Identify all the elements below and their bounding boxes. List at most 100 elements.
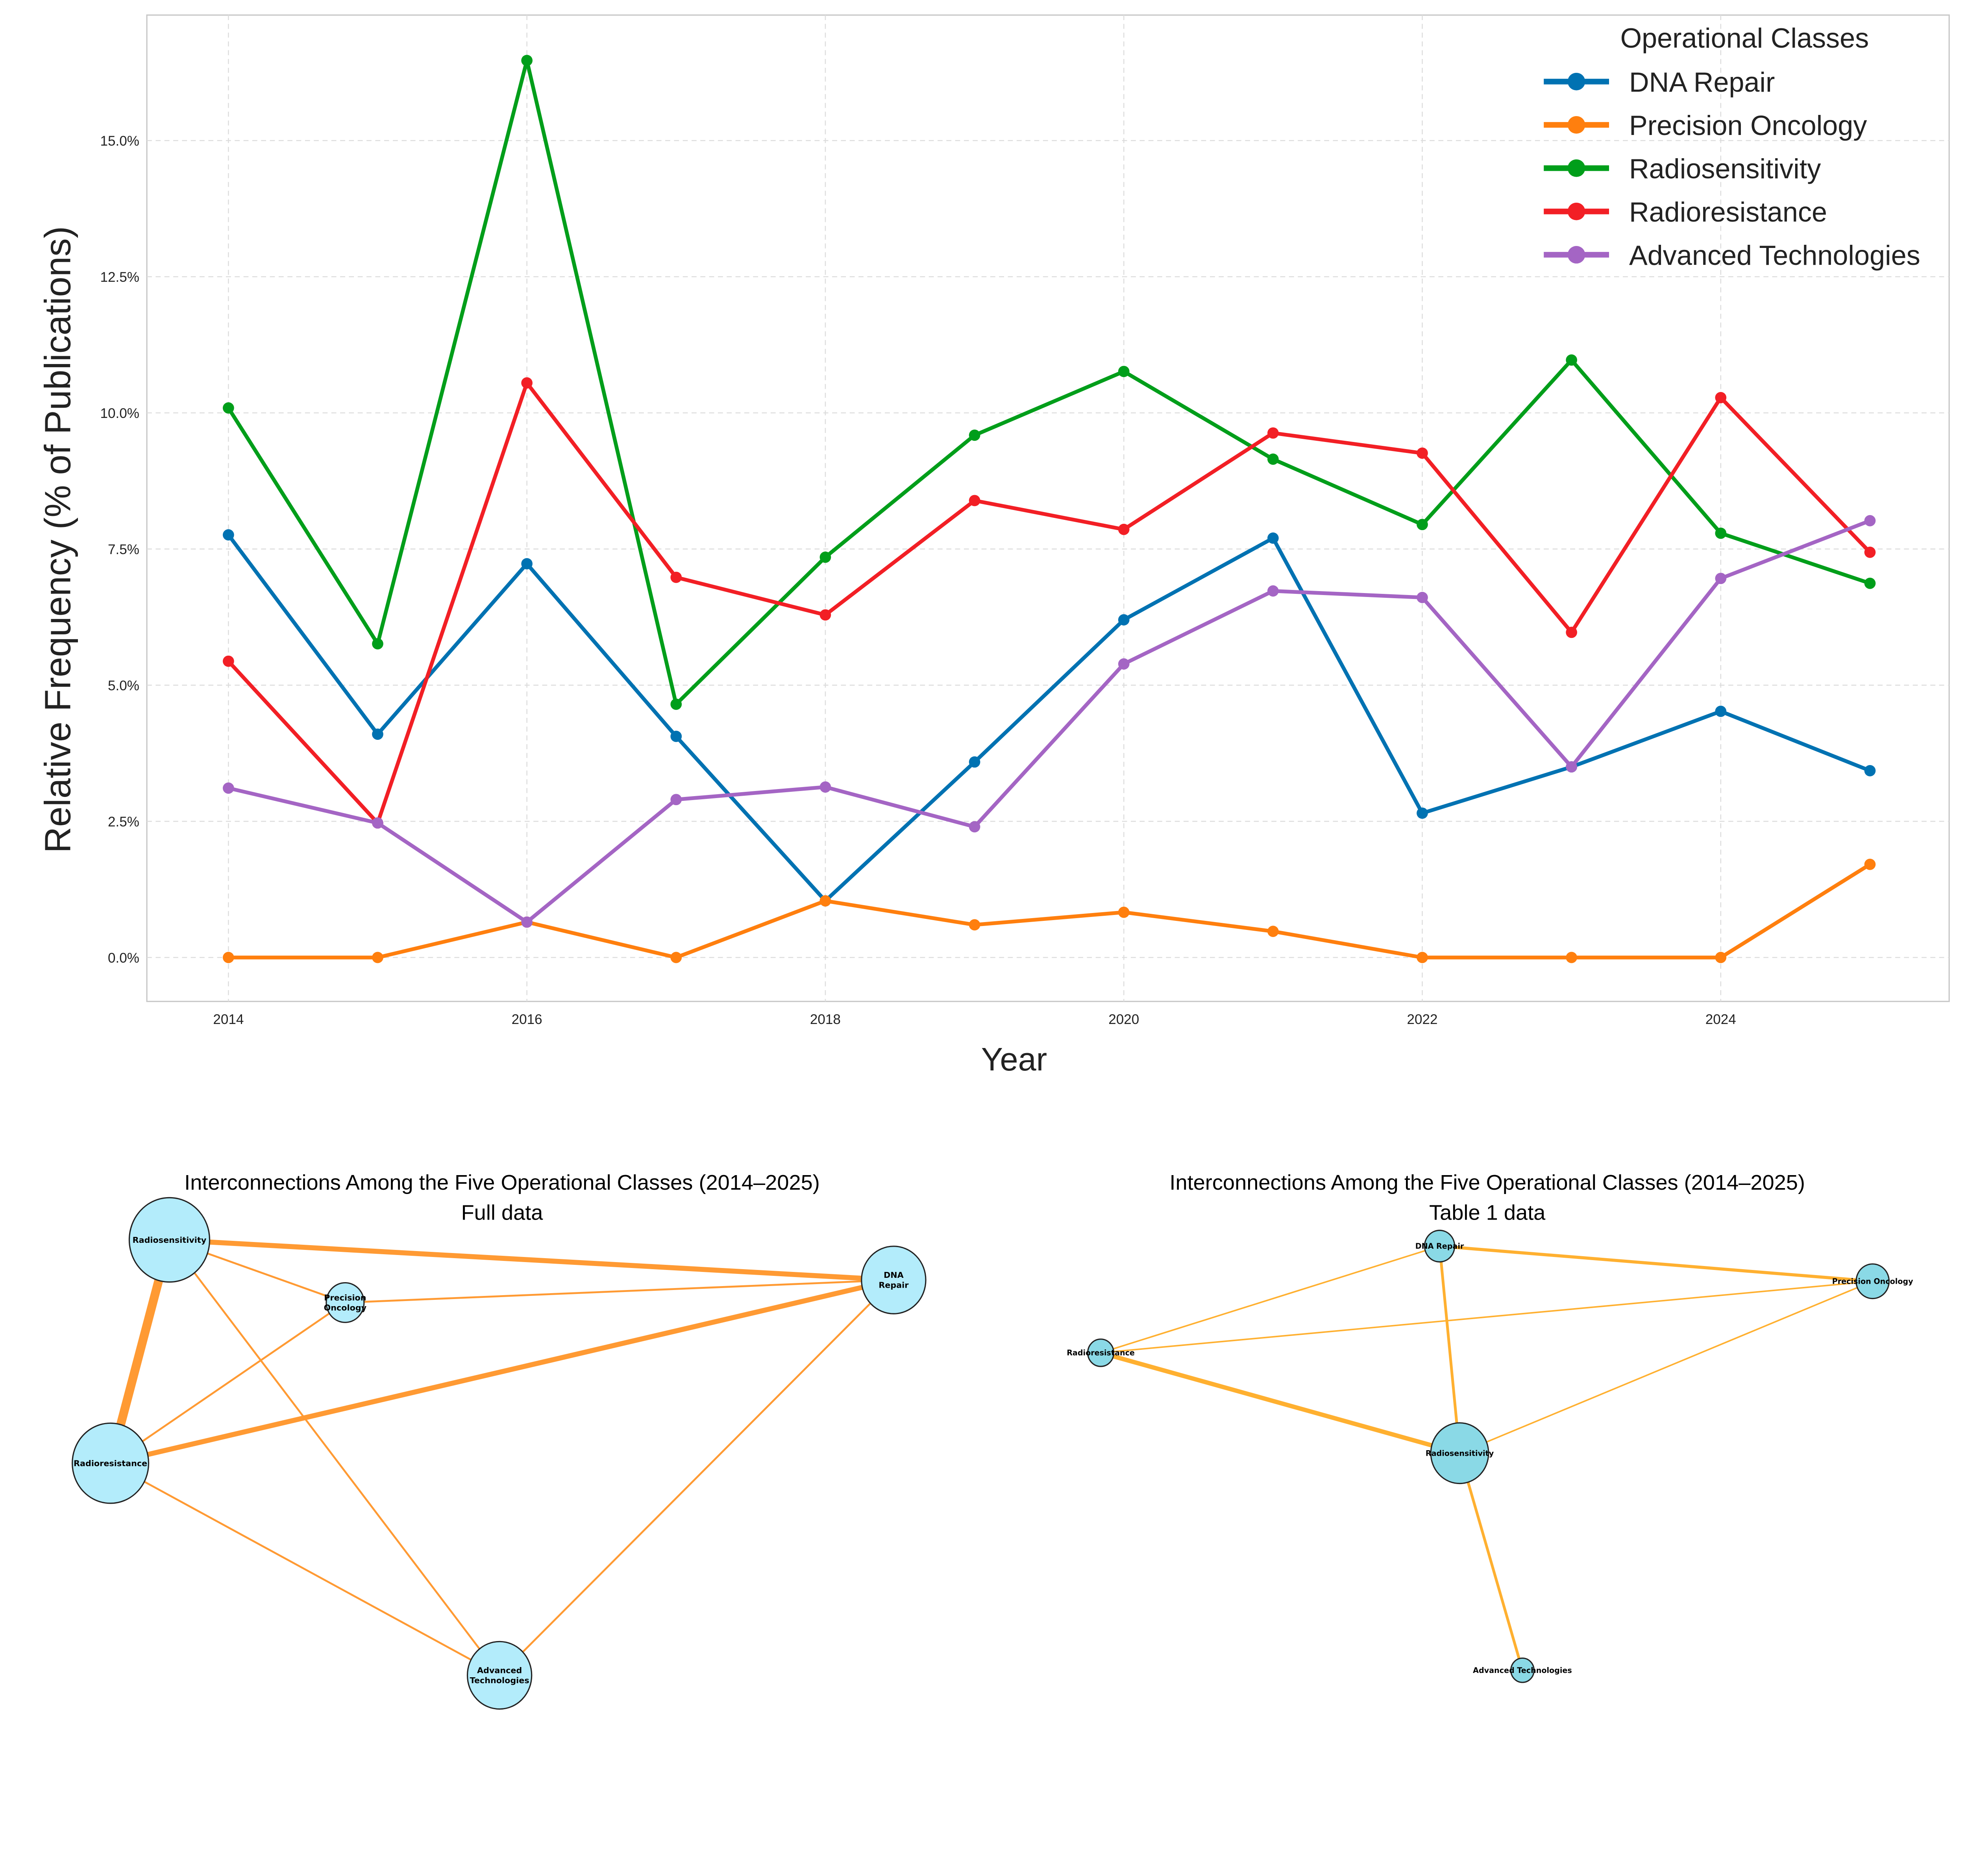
data-point — [1566, 952, 1578, 963]
data-point — [223, 402, 234, 414]
y-axis-label: Relative Frequency (% of Publications) — [37, 226, 78, 853]
line-chart: 0.0% 2.5% 5.0% 7.5% 10.0% 12.5% 15.0% 2014 2016… — [37, 14, 1950, 1078]
x-ticks: 2014 2016 2018 2020 2022 2024 — [213, 1012, 1736, 1027]
x-tick-label: 2024 — [1705, 1012, 1736, 1027]
node-label: Precision — [324, 1293, 366, 1302]
series-line — [228, 863, 1871, 959]
legend-label: Radiosensitivity — [1629, 153, 1821, 184]
data-point — [372, 817, 383, 829]
legend-marker — [1567, 72, 1585, 91]
data-point — [1864, 515, 1876, 527]
series-lines — [223, 55, 1876, 963]
data-point — [1566, 354, 1578, 366]
edge-RR-DR — [110, 1277, 894, 1466]
data-point — [819, 551, 831, 563]
node-label: DNA Repair — [1415, 1242, 1464, 1251]
data-point — [521, 916, 533, 928]
plot-frame — [146, 14, 1950, 1002]
node-circle — [466, 1641, 533, 1710]
node-circle — [128, 1197, 211, 1283]
data-point — [372, 638, 383, 650]
data-point — [1715, 527, 1727, 539]
node-PO: Precision Oncology — [1832, 1263, 1913, 1299]
legend-marker — [1567, 159, 1585, 177]
data-point — [1267, 926, 1279, 937]
edge-DR-RS — [1438, 1246, 1461, 1453]
legend-label: Radioresistance — [1629, 196, 1827, 227]
legend-item: Radioresistance — [1544, 196, 1827, 227]
data-point — [1417, 591, 1428, 603]
legend-marker — [1567, 246, 1585, 264]
series-radioresistance — [223, 377, 1876, 829]
legend-item: Radiosensitivity — [1544, 153, 1821, 184]
edge-RS-AT — [1458, 1453, 1524, 1671]
edge-RS-DR — [169, 1237, 894, 1283]
node-label: Repair — [879, 1281, 909, 1290]
data-point — [670, 571, 682, 583]
figure: 0.0% 2.5% 5.0% 7.5% 10.0% 12.5% 15.0% 2014 2016… — [37, 14, 1950, 1710]
data-point — [969, 429, 980, 441]
edge-PO-RS — [1459, 1280, 1873, 1454]
data-point — [223, 529, 234, 541]
network-subtitle: Table 1 data — [1429, 1201, 1546, 1224]
node-label: Technologies — [470, 1676, 529, 1685]
legend-marker — [1567, 202, 1585, 220]
data-point — [1118, 906, 1130, 918]
legend-label: DNA Repair — [1629, 67, 1775, 98]
edge-PO-DR — [345, 1279, 894, 1304]
edge-RR-PO — [1101, 1280, 1873, 1354]
node-label: Radiosensitivity — [133, 1235, 207, 1245]
y-ticks: 0.0% 2.5% 5.0% 7.5% 10.0% 12.5% 15.0% — [100, 133, 139, 966]
data-point — [1267, 585, 1279, 597]
x-tick-label: 2016 — [512, 1012, 542, 1027]
data-point — [1417, 807, 1428, 819]
edge-RR-AT — [110, 1462, 500, 1676]
y-tick-label: 0.0% — [108, 950, 139, 966]
series-dna-repair — [223, 529, 1876, 907]
node-RS: Radiosensitivity — [1426, 1422, 1494, 1484]
x-tick-label: 2018 — [810, 1012, 841, 1027]
data-point — [1864, 547, 1876, 558]
legend-item: Precision Oncology — [1544, 110, 1867, 141]
node-circle — [1430, 1422, 1489, 1484]
node-circle — [72, 1422, 150, 1504]
data-point — [969, 821, 980, 833]
series-precision-oncology — [223, 859, 1876, 963]
series-line — [227, 58, 1871, 706]
data-point — [969, 495, 980, 506]
data-point — [1118, 523, 1130, 535]
data-point — [521, 558, 533, 569]
node-label: Radioresistance — [1067, 1348, 1135, 1357]
network-table1-data: Interconnections Among the Five Operatio… — [1067, 1171, 1913, 1683]
network-subtitle: Full data — [461, 1201, 544, 1224]
data-point — [1864, 577, 1876, 589]
legend-item: Advanced Technologies — [1544, 240, 1920, 271]
node-label: Precision Oncology — [1832, 1277, 1913, 1286]
series-line — [228, 519, 1871, 924]
edge-DR-PO — [1439, 1244, 1873, 1283]
data-point — [1864, 859, 1876, 870]
node-AT: Advanced Technologies — [1473, 1657, 1572, 1683]
series-line — [227, 381, 1872, 825]
node-label: Advanced — [477, 1666, 522, 1675]
edge-RS-AT — [168, 1239, 501, 1676]
node-circle — [326, 1282, 365, 1323]
node-label: Radiosensitivity — [1426, 1449, 1494, 1458]
data-point — [521, 55, 533, 67]
data-point — [670, 952, 682, 963]
edge-DR-AT — [499, 1279, 895, 1676]
legend-label: Precision Oncology — [1629, 110, 1867, 141]
x-tick-label: 2014 — [213, 1012, 244, 1027]
data-point — [1715, 952, 1727, 963]
data-point — [1118, 366, 1130, 377]
network-title: Interconnections Among the Five Operatio… — [1169, 1171, 1805, 1194]
data-point — [223, 782, 234, 794]
series-line — [227, 534, 1871, 903]
data-point — [670, 794, 682, 806]
node-label: Radioresistance — [74, 1458, 147, 1468]
data-point — [819, 609, 831, 621]
y-tick-label: 5.0% — [108, 678, 139, 693]
